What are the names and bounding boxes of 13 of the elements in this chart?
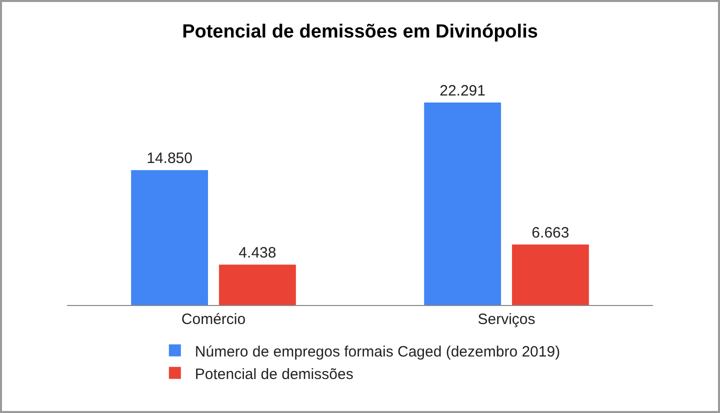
chart-title: Potencial de demissões em Divinópolis: [182, 21, 538, 42]
data-label: 22.291: [440, 82, 486, 100]
x-tick-label: Comércio: [181, 311, 246, 328]
legend-label: Potencial de demissões: [194, 366, 354, 383]
bar: [131, 170, 208, 305]
data-label: 6.663: [532, 224, 570, 242]
legend-label: Número de empregos formais Caged (dezembro 2019): [194, 343, 560, 360]
bar: [424, 102, 502, 305]
bar: [218, 264, 296, 305]
x-tick-label: Serviços: [478, 311, 536, 328]
data-label: 4.438: [238, 244, 276, 262]
data-label: 14.850: [146, 150, 192, 168]
bar: [512, 244, 589, 305]
